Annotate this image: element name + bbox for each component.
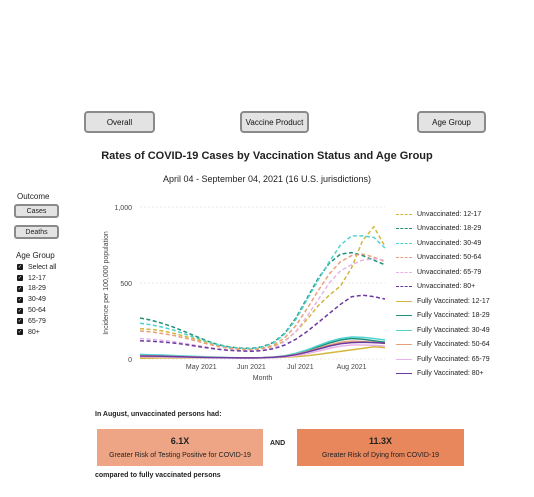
age-checkbox-65-79[interactable]: ✓ 65-79	[17, 316, 56, 327]
age-checkbox-label: 18-29	[28, 285, 46, 293]
legend-swatch	[396, 213, 412, 215]
dying-risk-box: 11.3X Greater Risk of Dying from COVID-1…	[297, 429, 464, 466]
checkbox-checked-icon: ✓	[17, 318, 23, 325]
legend-label: Unvaccinated: 30-49	[417, 239, 482, 247]
legend-label: Fully Vaccinated: 12-17	[417, 297, 490, 305]
age-checkbox-label: 50-64	[28, 307, 46, 315]
legend-label: Fully Vaccinated: 30-49	[417, 326, 490, 334]
summary-footer: compared to fully vaccinated persons	[95, 472, 221, 479]
age-group-list: ✓ Select all ✓ 12-17 ✓ 18-29 ✓ 30-49 ✓ 50-64 …	[17, 262, 56, 338]
legend-item: Fully Vaccinated: 50-64	[396, 338, 490, 353]
chart-subtitle: April 04 - September 04, 2021 (16 U.S. j…	[162, 174, 372, 184]
legend-label: Unvaccinated: 18-29	[417, 225, 482, 233]
and-label: AND	[270, 440, 286, 447]
line-chart: 0 500 1,000 May 2021 Jun 2021 Jul 2021 Aug 202…	[103, 205, 386, 382]
series-line	[139, 257, 386, 353]
legend-label: Unvaccinated: 50-64	[417, 254, 482, 262]
dying-risk-text: Greater Risk of Dying from COVID-19	[321, 452, 440, 459]
age-checkbox-30-49[interactable]: ✓ 30-49	[17, 294, 56, 305]
x-tick-label: Aug 2021	[337, 364, 367, 371]
legend-label: Fully Vaccinated: 18-29	[417, 312, 490, 320]
legend-item: Unvaccinated: 12-17	[396, 207, 490, 222]
legend-item: Unvaccinated: 30-49	[396, 236, 490, 251]
legend-swatch	[396, 344, 412, 346]
legend-label: Unvaccinated: 12-17	[417, 210, 482, 218]
legend-swatch	[396, 271, 412, 273]
legend-swatch	[396, 373, 412, 375]
summary-heading: In August, unvaccinated persons had:	[95, 411, 222, 418]
legend-label: Unvaccinated: 65-79	[417, 268, 482, 276]
outcome-label: Outcome	[17, 192, 50, 201]
tab-overall[interactable]: Overall	[84, 111, 155, 133]
legend-swatch	[396, 257, 412, 259]
legend-item: Fully Vaccinated: 12-17	[396, 294, 490, 309]
legend-label: Fully Vaccinated: 80+	[417, 370, 484, 378]
chart-title: Rates of COVID-19 Cases by Vaccination S…	[101, 150, 433, 162]
age-checkbox-18-29[interactable]: ✓ 18-29	[17, 284, 56, 295]
y-tick-label: 1,000	[114, 205, 132, 212]
age-checkbox-label: 65-79	[28, 317, 46, 325]
age-checkbox-12-17[interactable]: ✓ 12-17	[17, 273, 56, 284]
testing-positive-risk-box: 6.1X Greater Risk of Testing Positive fo…	[97, 429, 263, 466]
age-checkbox-select-all[interactable]: ✓ Select all	[17, 262, 56, 273]
legend-swatch	[396, 315, 412, 317]
chart-legend: Unvaccinated: 12-17 Unvaccinated: 18-29 Un…	[396, 207, 490, 381]
legend-item: Fully Vaccinated: 30-49	[396, 323, 490, 338]
x-tick-label: May 2021	[186, 364, 217, 371]
deaths-button[interactable]: Deaths	[14, 225, 59, 239]
legend-item: Unvaccinated: 65-79	[396, 265, 490, 280]
legend-label: Unvaccinated: 80+	[417, 283, 476, 291]
series-line	[139, 294, 386, 352]
age-checkbox-80-plus[interactable]: ✓ 80+	[17, 327, 56, 338]
testing-positive-risk-value: 6.1X	[170, 436, 190, 446]
legend-swatch	[396, 242, 412, 244]
series-line	[139, 251, 386, 350]
legend-item: Unvaccinated: 80+	[396, 280, 490, 295]
checkbox-checked-icon: ✓	[17, 275, 23, 282]
y-axis-title: Incidence per 100,000 population	[103, 231, 110, 335]
dying-risk-value: 11.3X	[368, 436, 393, 446]
x-tick-label: Jun 2021	[237, 364, 266, 371]
age-checkbox-label: 80+	[28, 328, 40, 336]
age-checkbox-label: 12-17	[28, 274, 46, 282]
y-tick-label: 0	[128, 357, 132, 364]
legend-label: Fully Vaccinated: 50-64	[417, 341, 490, 349]
tab-vaccine-product[interactable]: Vaccine Product	[240, 111, 309, 133]
series-line	[139, 235, 386, 350]
y-tick-label: 500	[120, 281, 132, 288]
series-line	[139, 225, 386, 350]
tab-age-group[interactable]: Age Group	[417, 111, 486, 133]
legend-swatch	[396, 358, 412, 360]
legend-swatch	[396, 329, 412, 331]
legend-item: Fully Vaccinated: 65-79	[396, 352, 490, 367]
checkbox-checked-icon: ✓	[17, 296, 23, 303]
legend-label: Fully Vaccinated: 65-79	[417, 355, 490, 363]
legend-item: Unvaccinated: 18-29	[396, 222, 490, 237]
legend-item: Fully Vaccinated: 80+	[396, 367, 490, 382]
cases-button[interactable]: Cases	[14, 204, 59, 218]
x-axis-title: Month	[253, 375, 273, 382]
series-line	[139, 341, 386, 359]
age-checkbox-50-64[interactable]: ✓ 50-64	[17, 305, 56, 316]
age-group-label: Age Group	[16, 251, 55, 260]
legend-item: Unvaccinated: 50-64	[396, 251, 490, 266]
testing-positive-risk-text: Greater Risk of Testing Positive for COV…	[109, 452, 251, 459]
checkbox-checked-icon: ✓	[17, 285, 23, 292]
age-checkbox-label: Select all	[28, 263, 57, 271]
age-checkbox-label: 30-49	[28, 296, 46, 304]
checkbox-checked-icon: ✓	[17, 264, 23, 271]
checkbox-checked-icon: ✓	[17, 307, 23, 314]
legend-swatch	[396, 228, 412, 230]
legend-item: Fully Vaccinated: 18-29	[396, 309, 490, 324]
legend-swatch	[396, 300, 412, 302]
checkbox-checked-icon: ✓	[17, 329, 23, 336]
series-line	[139, 253, 386, 351]
legend-swatch	[396, 286, 412, 288]
x-tick-label: Jul 2021	[287, 364, 314, 371]
